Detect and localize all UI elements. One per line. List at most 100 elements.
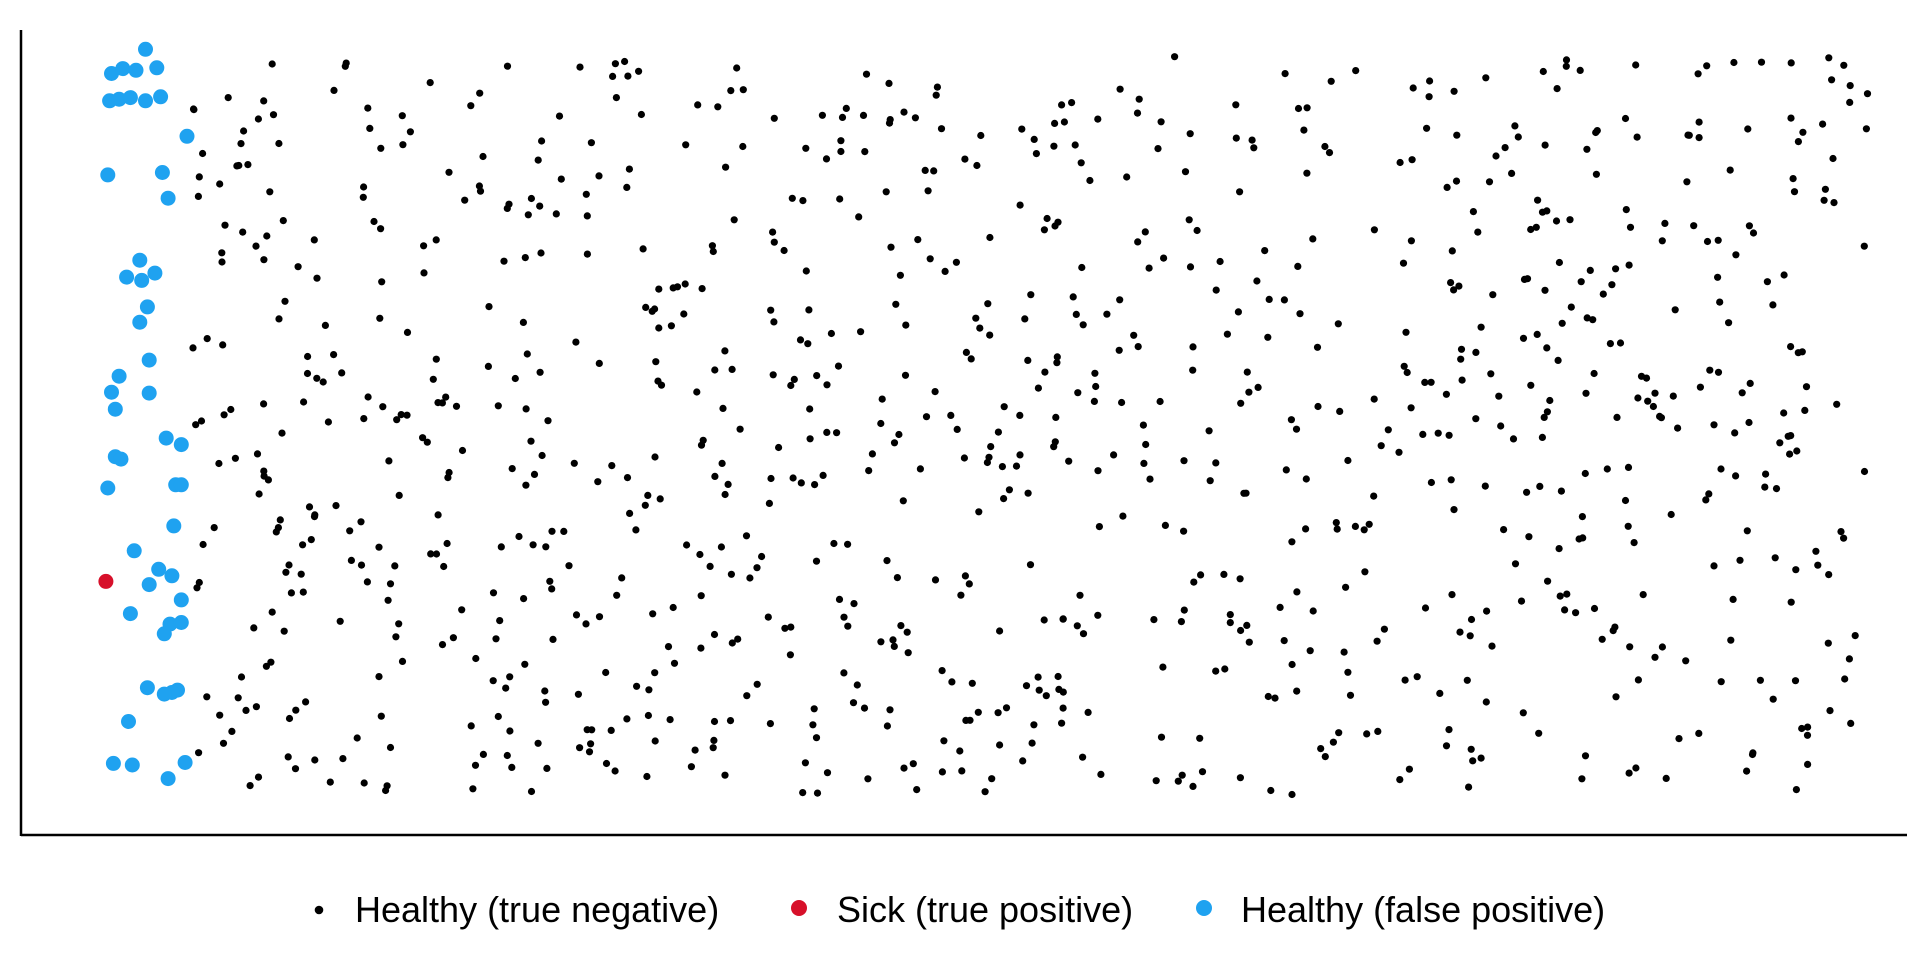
point-healthy-true-negative [710,717,719,726]
point-healthy-true-negative [952,258,961,266]
point-healthy-true-negative [536,202,544,210]
point-healthy-true-negative [195,173,203,181]
point-healthy-true-negative [1744,125,1752,133]
point-healthy-true-negative [199,149,207,158]
point-healthy-true-negative [397,411,405,419]
point-healthy-true-negative [986,233,994,242]
point-healthy-true-negative [1054,218,1062,226]
point-healthy-true-negative [799,789,807,797]
point-healthy-true-negative [1791,677,1800,685]
point-healthy-true-negative [1703,237,1712,246]
point-healthy-true-negative [1409,84,1417,92]
point-healthy-true-negative [1519,334,1528,342]
point-healthy-true-negative [1280,296,1288,304]
point-healthy-true-negative [948,678,956,686]
point-healthy-true-negative [1407,237,1415,245]
point-healthy-true-negative [1399,259,1408,267]
point-healthy-true-negative [883,722,892,730]
point-healthy-true-negative [324,418,332,426]
point-healthy-true-negative [877,638,885,646]
point-healthy-true-negative [1223,330,1231,338]
point-healthy-true-negative [319,378,327,386]
point-healthy-true-negative [1152,777,1160,785]
point-healthy-true-negative [1714,273,1722,281]
point-healthy-true-negative [574,690,583,698]
legend-item-healthy-false-positive: Healthy (false positive) [1196,889,1605,930]
legend-label-sick-true-positive: Sick (true positive) [837,889,1133,930]
point-healthy-true-negative [1095,523,1103,531]
point-healthy-true-negative [911,114,920,122]
point-healthy-true-negative [583,726,591,734]
point-healthy-true-negative [1837,528,1845,536]
point-healthy-true-negative [299,588,307,596]
point-healthy-true-negative [1787,114,1795,122]
point-healthy-true-negative [957,591,965,599]
point-healthy-true-negative [1644,397,1652,405]
point-healthy-true-negative [1303,169,1311,177]
point-healthy-true-negative [728,365,736,373]
point-healthy-true-negative [264,476,272,484]
point-healthy-true-negative [1035,686,1043,694]
point-healthy-true-negative [1157,118,1165,126]
point-healthy-true-negative [1828,76,1836,84]
point-healthy-true-negative [941,267,949,275]
point-healthy-true-negative [1780,271,1788,279]
point-healthy-true-negative [503,751,511,760]
point-healthy-true-negative [789,474,797,482]
point-healthy-true-negative [766,720,775,728]
point-healthy-true-negative [1703,62,1711,70]
point-healthy-true-negative [203,335,211,343]
point-healthy-true-negative [1611,623,1619,631]
point-healthy-true-negative [697,441,706,449]
point-healthy-true-negative [275,315,283,323]
point-healthy-true-negative [1421,604,1430,612]
point-healthy-true-negative [1040,226,1048,234]
point-healthy-true-negative [710,736,718,745]
point-healthy-true-negative [292,706,300,714]
point-healthy-true-negative [377,144,385,152]
point-healthy-true-negative [830,539,838,548]
point-healthy-true-negative [1156,397,1164,406]
point-healthy-true-negative [1180,457,1188,465]
point-healthy-true-negative [1543,408,1551,416]
point-healthy-true-negative [1413,673,1421,681]
point-healthy-true-negative [931,388,939,396]
point-healthy-true-negative [1234,308,1242,316]
point-healthy-true-negative [1792,566,1800,574]
point-healthy-true-negative [432,355,440,363]
point-healthy-true-negative [1134,343,1142,351]
point-healthy-true-negative [1517,597,1526,605]
point-healthy-true-negative [419,434,427,442]
point-healthy-true-negative [983,458,992,467]
point-healthy-true-negative [1030,135,1038,143]
point-healthy-true-negative [642,303,650,311]
point-healthy-true-negative [655,285,663,293]
point-healthy-true-negative [1481,482,1489,490]
point-healthy-true-negative [506,673,514,681]
point-healthy-true-negative [618,574,626,582]
point-healthy-true-negative [1280,637,1288,645]
point-healthy-true-negative [1146,475,1154,483]
point-healthy-false-positive [115,61,131,77]
point-healthy-true-negative [1018,125,1026,133]
point-healthy-true-negative [833,429,841,437]
point-healthy-true-negative [1040,616,1048,624]
point-healthy-true-negative [1717,678,1725,686]
point-healthy-true-negative [1583,145,1591,153]
point-healthy-true-negative [1053,353,1061,361]
legend-marker-healthy-false-positive [1196,900,1212,916]
point-healthy-true-negative [1427,478,1435,487]
point-healthy-true-negative [787,623,795,631]
point-healthy-true-negative [1110,451,1118,459]
point-healthy-true-negative [710,630,719,639]
point-healthy-true-negative [1482,74,1490,82]
point-healthy-true-negative [708,242,717,250]
point-healthy-true-negative [900,108,908,116]
point-healthy-true-negative [998,463,1007,471]
point-healthy-true-negative [1682,657,1690,665]
point-healthy-true-negative [1042,692,1050,700]
point-healthy-true-negative [1761,483,1769,491]
point-healthy-true-negative [385,457,393,465]
point-healthy-true-negative [360,779,368,787]
point-healthy-true-negative [1076,591,1084,599]
